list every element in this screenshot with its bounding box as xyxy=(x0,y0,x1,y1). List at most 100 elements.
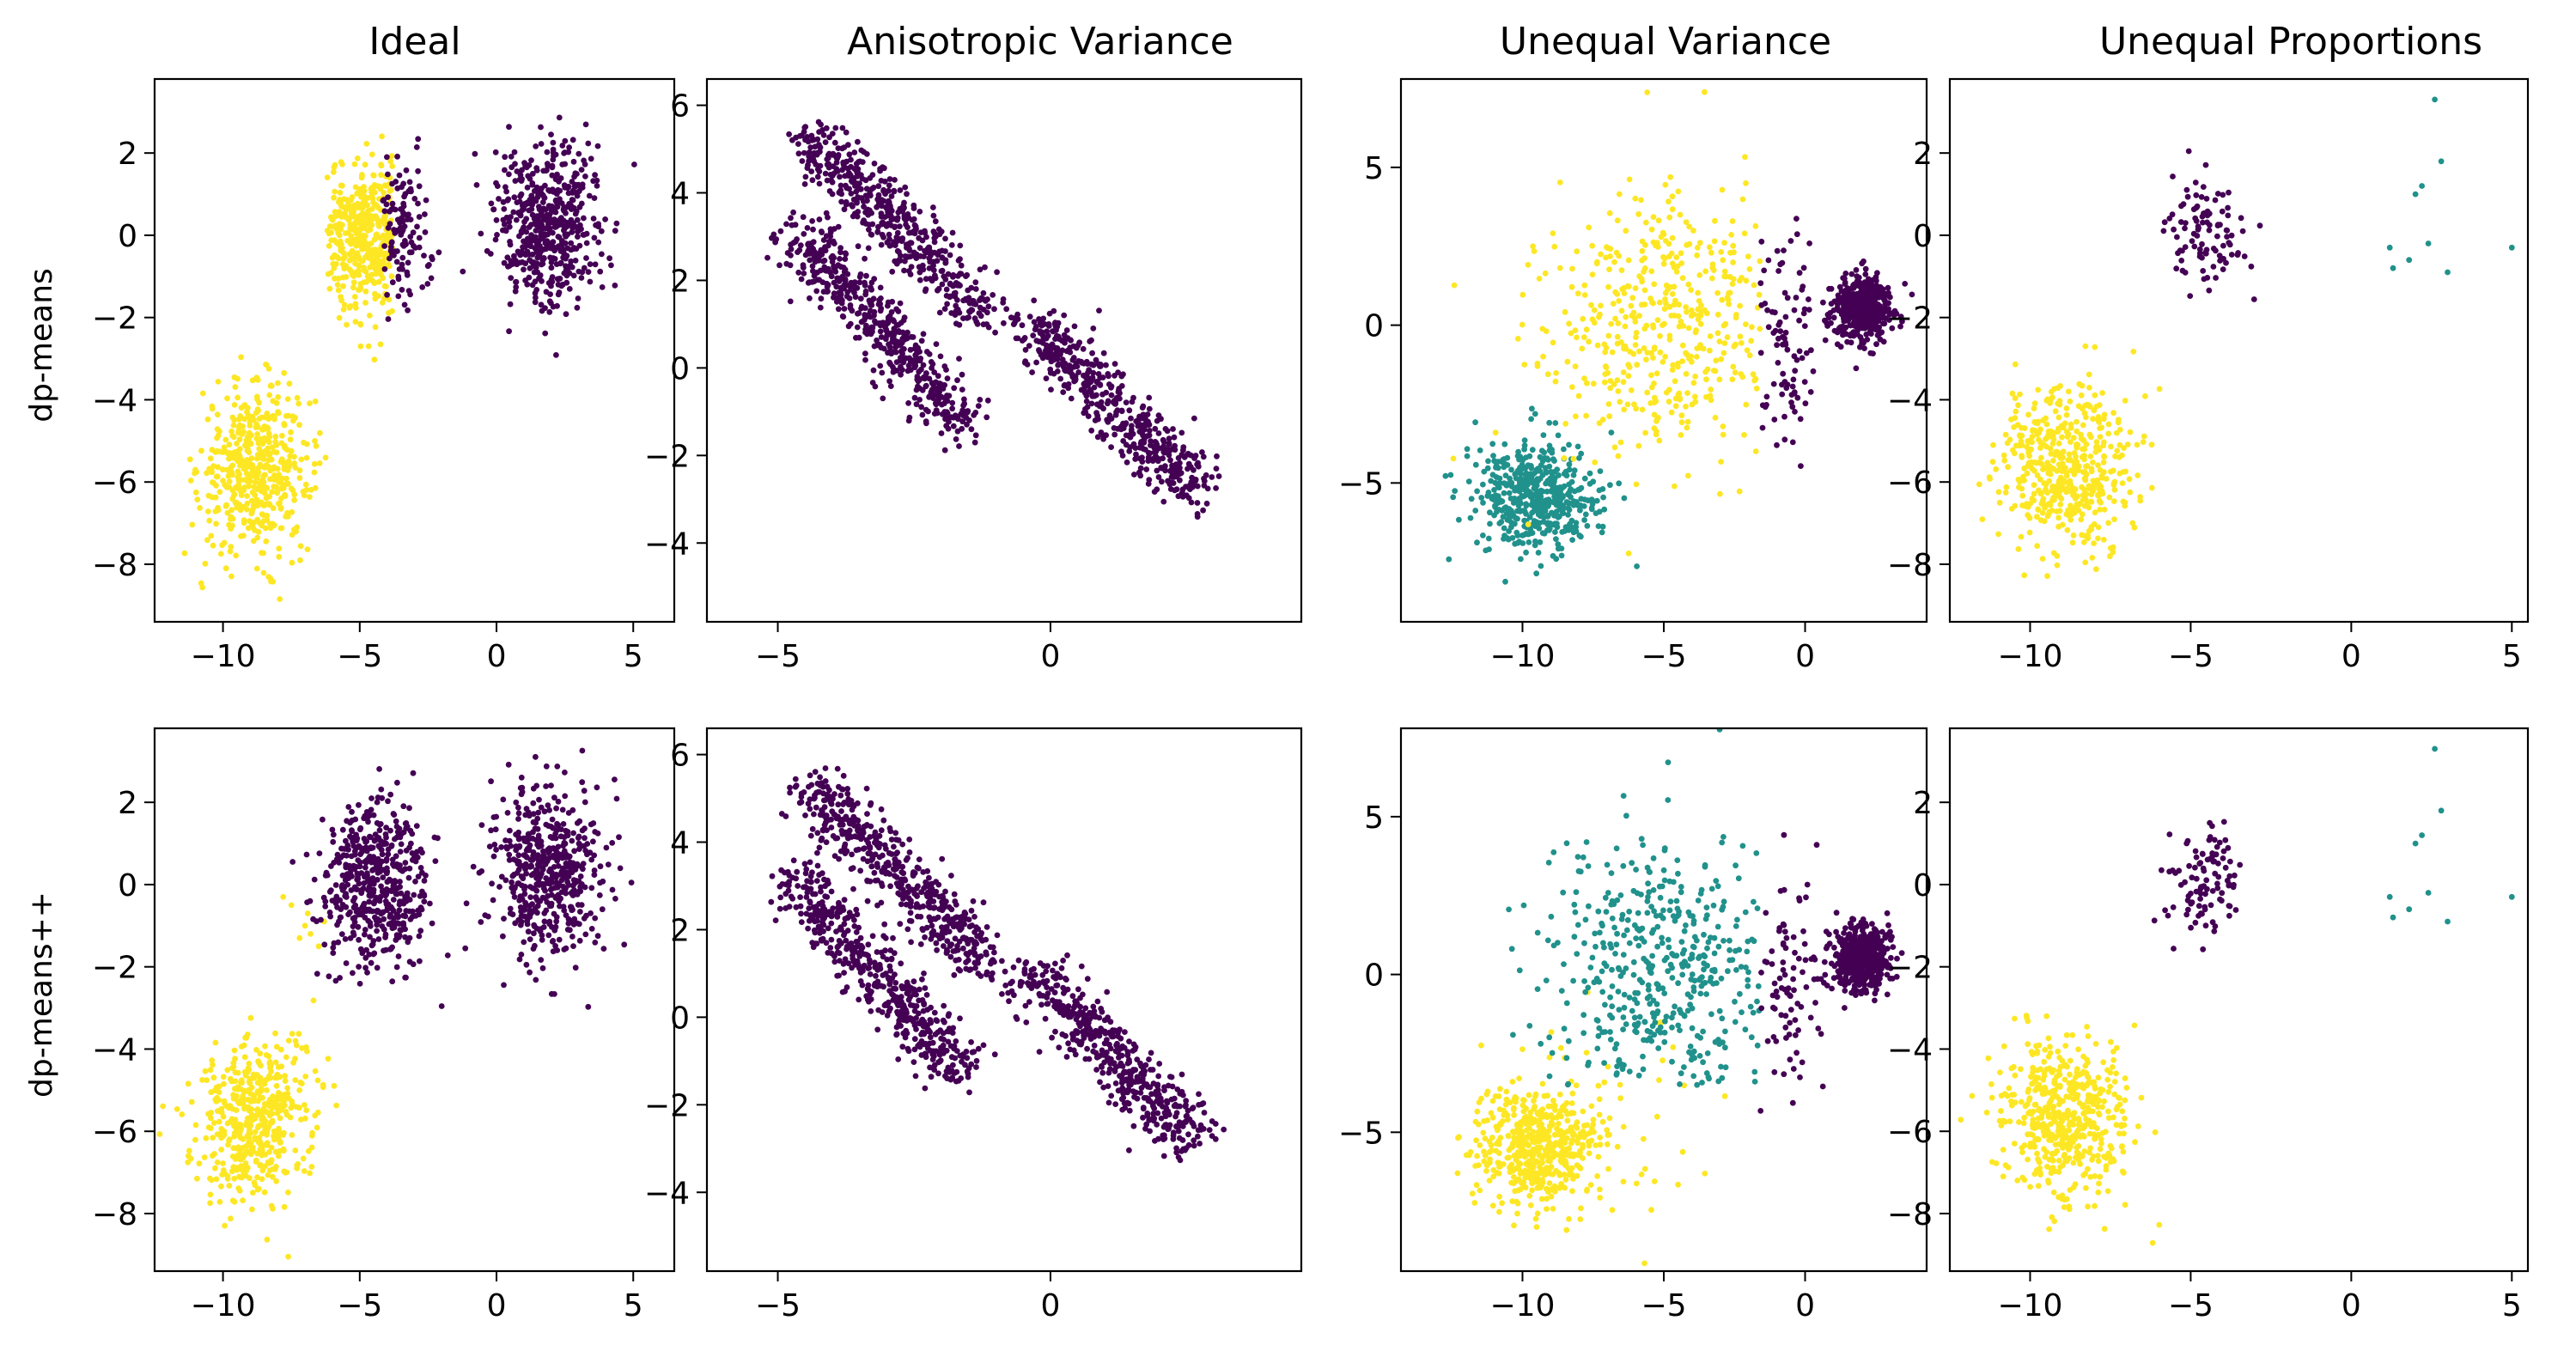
scatter-point xyxy=(241,429,247,435)
scatter-point xyxy=(2024,470,2031,477)
scatter-point xyxy=(1793,295,1800,301)
scatter-point xyxy=(1806,307,1812,313)
scatter-point xyxy=(521,205,527,212)
scatter-point xyxy=(898,363,904,370)
scatter-point xyxy=(1784,381,1791,388)
scatter-point xyxy=(1143,466,1150,472)
scatter-point xyxy=(234,469,241,475)
scatter-point xyxy=(1080,345,1087,352)
scatter-point xyxy=(917,209,923,215)
scatter-point xyxy=(235,416,242,423)
scatter-point xyxy=(1672,378,1678,385)
scatter-point xyxy=(957,256,963,262)
scatter-point xyxy=(1189,474,1195,481)
scatter-point xyxy=(248,497,255,504)
scatter-point xyxy=(284,509,290,516)
scatter-point xyxy=(2090,459,2096,466)
scatter-point xyxy=(361,184,367,190)
scatter-point xyxy=(1650,214,1657,220)
scatter-point xyxy=(1765,257,1772,264)
scatter-point xyxy=(371,201,378,208)
scatter-point xyxy=(1720,257,1726,264)
scatter-point xyxy=(792,222,799,228)
scatter-point xyxy=(809,218,815,224)
scatter-point xyxy=(957,283,963,289)
scatter-point xyxy=(1841,311,1848,318)
scatter-point xyxy=(917,277,923,283)
scatter-point xyxy=(1757,326,1763,332)
scatter-point xyxy=(1480,532,1486,539)
scatter-point xyxy=(2008,506,2015,512)
scatter-point xyxy=(379,133,385,140)
scatter-point xyxy=(387,188,393,194)
scatter-point xyxy=(1582,511,1589,518)
scatter-point xyxy=(557,175,564,181)
scatter-point xyxy=(215,379,222,385)
scatter-point xyxy=(377,258,384,265)
scatter-point xyxy=(870,185,877,191)
scatter-point xyxy=(402,191,409,198)
scatter-point xyxy=(258,435,265,442)
scatter-point xyxy=(953,436,959,442)
scatter-point xyxy=(982,264,988,271)
scatter-point xyxy=(1598,251,1604,258)
scatter-point xyxy=(1561,455,1568,461)
scatter-point xyxy=(1581,282,1588,289)
scatter-point xyxy=(808,168,815,175)
scatter-point xyxy=(1108,392,1115,399)
scatter-point xyxy=(1184,492,1190,499)
scatter-point xyxy=(923,406,929,413)
scatter-point xyxy=(897,355,904,361)
scatter-point xyxy=(1759,424,1766,431)
scatter-point xyxy=(1154,417,1160,424)
scatter-point xyxy=(1576,455,1582,461)
scatter-point xyxy=(1145,449,1152,456)
scatter-point xyxy=(532,278,539,285)
scatter-point xyxy=(843,158,850,165)
scatter-point xyxy=(242,442,248,449)
scatter-point xyxy=(1874,270,1880,277)
scatter-point xyxy=(253,435,260,441)
scatter-point xyxy=(1583,412,1589,419)
scatter-point xyxy=(1838,288,1845,295)
scatter-point xyxy=(1599,523,1606,530)
scatter-point xyxy=(350,209,356,216)
scatter-point xyxy=(1678,432,1684,438)
scatter-point xyxy=(1574,502,1581,508)
scatter-point xyxy=(1556,484,1563,490)
y-tick-label: 4 xyxy=(670,177,690,212)
scatter-point xyxy=(1166,447,1172,453)
scatter-point xyxy=(1556,265,1563,271)
scatter-point xyxy=(539,307,545,314)
scatter-point xyxy=(544,238,551,245)
scatter-point xyxy=(1724,334,1731,340)
scatter-point xyxy=(1073,344,1080,351)
scatter-point xyxy=(939,281,946,288)
scatter-point xyxy=(1751,282,1757,289)
scatter-point xyxy=(1989,459,1996,466)
scatter-point xyxy=(501,259,508,266)
scatter-point xyxy=(228,514,234,520)
scatter-point xyxy=(1775,360,1781,366)
scatter-point xyxy=(788,215,794,222)
scatter-point xyxy=(892,223,898,230)
scatter-point xyxy=(980,321,987,328)
scatter-point xyxy=(612,283,618,289)
scatter-point xyxy=(1517,465,1523,471)
scatter-point xyxy=(566,286,573,292)
scatter-point xyxy=(1558,545,1565,551)
scatter-point xyxy=(371,356,378,363)
scatter-point xyxy=(2002,490,2009,496)
scatter-point xyxy=(563,311,569,318)
scatter-point xyxy=(895,328,902,334)
x-tick-label: −5 xyxy=(337,639,382,674)
scatter-point xyxy=(539,186,545,192)
scatter-point xyxy=(931,411,938,417)
scatter-point xyxy=(949,405,955,412)
scatter-point xyxy=(1538,563,1544,569)
scatter-point xyxy=(1808,347,1814,354)
scatter-point xyxy=(1622,343,1629,350)
scatter-point xyxy=(549,172,556,179)
scatter-point xyxy=(893,368,900,374)
scatter-point xyxy=(236,446,243,453)
